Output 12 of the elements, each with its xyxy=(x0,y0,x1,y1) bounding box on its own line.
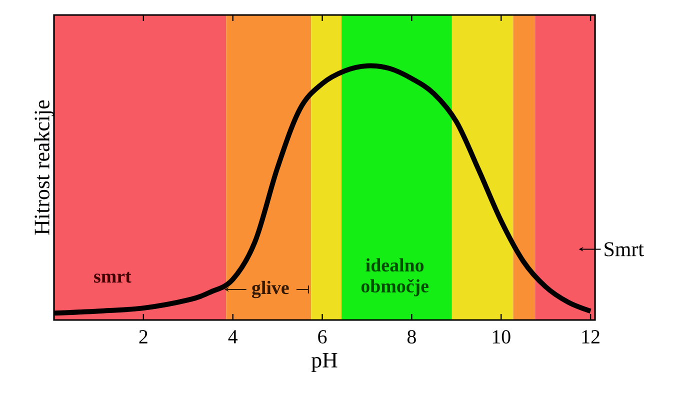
x-tick-label: 8 xyxy=(407,330,416,344)
x-tick-label: 6 xyxy=(318,330,327,344)
x-axis-title: pH xyxy=(311,353,338,372)
annotation: smrt xyxy=(94,272,132,283)
annotation: glive xyxy=(252,280,289,298)
x-tick-label: 10 xyxy=(492,330,510,344)
text: Smrt xyxy=(604,242,644,256)
annotation: idealno območje xyxy=(361,258,429,296)
y-axis-title: Hitrost reakcije xyxy=(34,100,54,235)
x-tick-label: 12 xyxy=(582,330,600,344)
x-tick-label: 4 xyxy=(228,330,238,344)
x-tick-label: 2 xyxy=(139,330,148,344)
